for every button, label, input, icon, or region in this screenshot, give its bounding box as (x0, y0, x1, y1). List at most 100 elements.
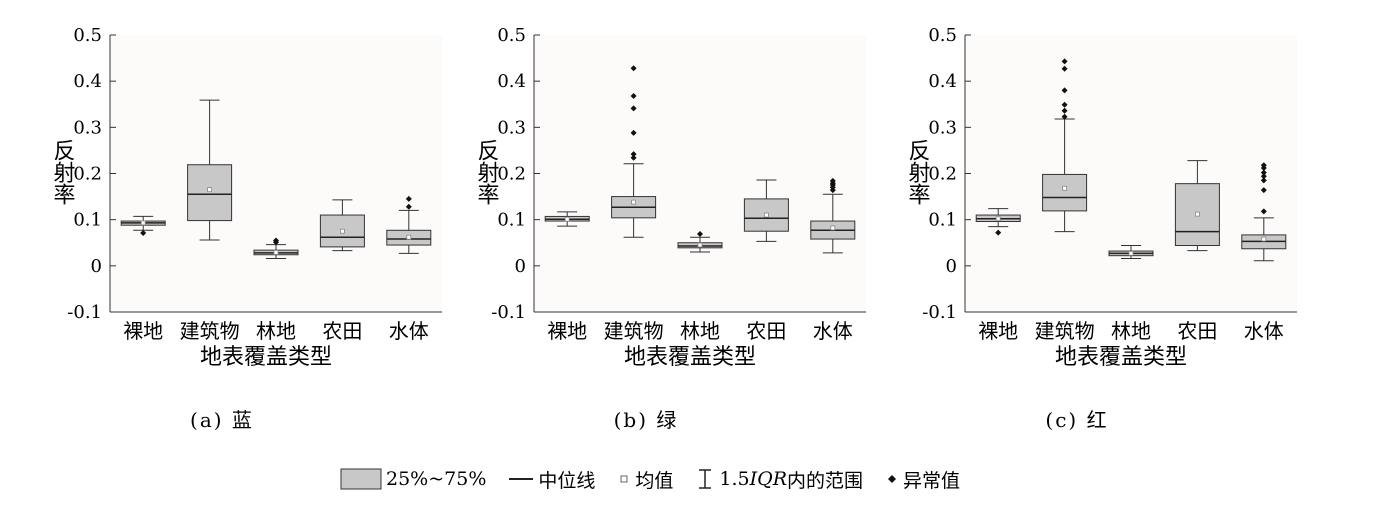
plot-area (965, 35, 1297, 312)
box-2 (187, 99, 233, 241)
outlier-point (1061, 87, 1068, 94)
x-tick-label: 农田 (322, 319, 362, 343)
mean-marker (1194, 211, 1200, 217)
outlier-point (630, 129, 637, 136)
mean-marker (207, 187, 213, 193)
x-axis-title: 地表覆盖类型 (200, 345, 332, 370)
outlier-point (1061, 113, 1068, 120)
legend-outlier-diamond-icon (888, 475, 897, 483)
legend-mean-square-icon (620, 475, 628, 483)
legend-range-number: 1.5 (719, 468, 750, 490)
box-3 (677, 230, 723, 253)
legend-range-iqr: IQR (749, 468, 788, 490)
y-tick-label: 0 (91, 256, 102, 277)
y-tick-label: 0.2 (928, 164, 957, 185)
outlier-point (697, 230, 703, 237)
legend-item-box: 25%~75% (340, 467, 486, 491)
x-tick-label: 建筑物 (1035, 319, 1095, 343)
outlier-point (630, 105, 637, 112)
plot-area (110, 35, 442, 312)
outlier-point (995, 229, 1002, 236)
box-2 (611, 65, 657, 238)
legend-box-label: 25%~75% (386, 468, 487, 490)
outlier-point (1260, 173, 1267, 180)
mean-marker (995, 216, 1001, 222)
x-tick-label: 裸地 (547, 319, 587, 343)
outlier-point (829, 177, 836, 184)
y-tick-label: 0.4 (497, 71, 526, 92)
outlier-point (273, 237, 279, 244)
legend: 25%~75% 中位线 均值 1.5 IQR 内的范围 异常值 (340, 464, 982, 494)
mean-marker (406, 234, 412, 240)
y-axis-label: 反射率 (474, 139, 500, 205)
outlier-point (630, 151, 637, 158)
y-tick-label: 0.3 (928, 117, 957, 138)
y-tick-label: 0.3 (73, 117, 102, 138)
box-1 (544, 211, 590, 227)
x-axis-title: 地表覆盖类型 (624, 345, 756, 370)
x-tick-label: 裸地 (123, 319, 163, 343)
y-tick-label: 0.2 (73, 164, 102, 185)
mean-marker (763, 212, 769, 218)
x-axis-title: 地表覆盖类型 (1055, 345, 1187, 370)
box-4 (743, 179, 789, 242)
legend-box-swatch-icon (340, 468, 382, 490)
mean-marker (697, 242, 703, 248)
outlier-point (630, 92, 637, 99)
y-tick-label: 0.1 (497, 210, 526, 231)
mean-marker (273, 250, 279, 255)
y-tick-label: -0.1 (67, 302, 102, 323)
panel-b: 0.5 0.4 0.3 0.2 0.1 0 -0.1 反射率 裸地 建筑物 林地 农田 水体 地表覆盖类型… (424, 0, 874, 440)
x-tick-label: 裸地 (978, 319, 1018, 343)
y-tick-label: 0.2 (497, 164, 526, 185)
y-tick-label: 0.4 (73, 71, 102, 92)
panel-c: 0.5 0.4 0.3 0.2 0.1 0 -0.1 反射率 裸地 建筑物 林地 农田 水体 地表覆盖类型… (855, 0, 1305, 440)
x-tick-label: 水体 (813, 319, 853, 343)
legend-item-range: 1.5 IQR 内的范围 (695, 466, 863, 493)
y-tick-label: 0 (946, 256, 957, 277)
y-tick-label: 0.1 (73, 210, 102, 231)
outlier-point (1260, 169, 1267, 176)
x-tick-label: 林地 (256, 319, 296, 343)
caption-a: (a) 蓝 (190, 408, 254, 432)
outlier-point (1260, 208, 1267, 215)
box-1 (120, 215, 166, 237)
outlier-point (1260, 187, 1267, 194)
legend-outlier-label: 异常值 (903, 469, 961, 492)
caption-c: (c) 红 (1045, 408, 1109, 432)
outlier-point (630, 65, 637, 72)
mean-marker (564, 216, 570, 222)
outlier-point (405, 203, 412, 210)
iqr-box (187, 164, 233, 222)
y-tick-label: 0.4 (928, 71, 957, 92)
legend-median-label: 中位线 (538, 469, 596, 492)
outlier-point (630, 154, 637, 161)
mean-marker (1062, 185, 1068, 191)
mean-marker (830, 225, 836, 231)
box-5 (810, 177, 856, 254)
caption-b: (b) 绿 (613, 408, 679, 432)
legend-item-mean: 均值 (617, 466, 673, 493)
legend-item-outlier: 异常值 (885, 466, 960, 493)
outlier-point (1061, 65, 1068, 72)
x-tick-label: 水体 (389, 319, 429, 343)
box-1 (975, 208, 1021, 236)
box-5 (1241, 162, 1287, 262)
outlier-point (1061, 58, 1068, 65)
box-4 (319, 199, 365, 252)
y-axis-label: 反射率 (905, 139, 931, 205)
y-tick-label: -0.1 (922, 302, 957, 323)
y-tick-label: 0.5 (497, 25, 526, 46)
x-tick-label: 建筑物 (604, 319, 664, 343)
box-3 (1108, 245, 1154, 259)
y-tick-label: 0 (515, 256, 526, 277)
legend-mean-label: 均值 (635, 469, 674, 492)
x-tick-label: 建筑物 (180, 319, 240, 343)
y-tick-label: 0.1 (928, 210, 957, 231)
legend-median-line-icon (509, 478, 534, 480)
x-tick-label: 农田 (746, 319, 786, 343)
mean-marker (631, 199, 637, 205)
y-axis-label: 反射率 (50, 139, 76, 205)
